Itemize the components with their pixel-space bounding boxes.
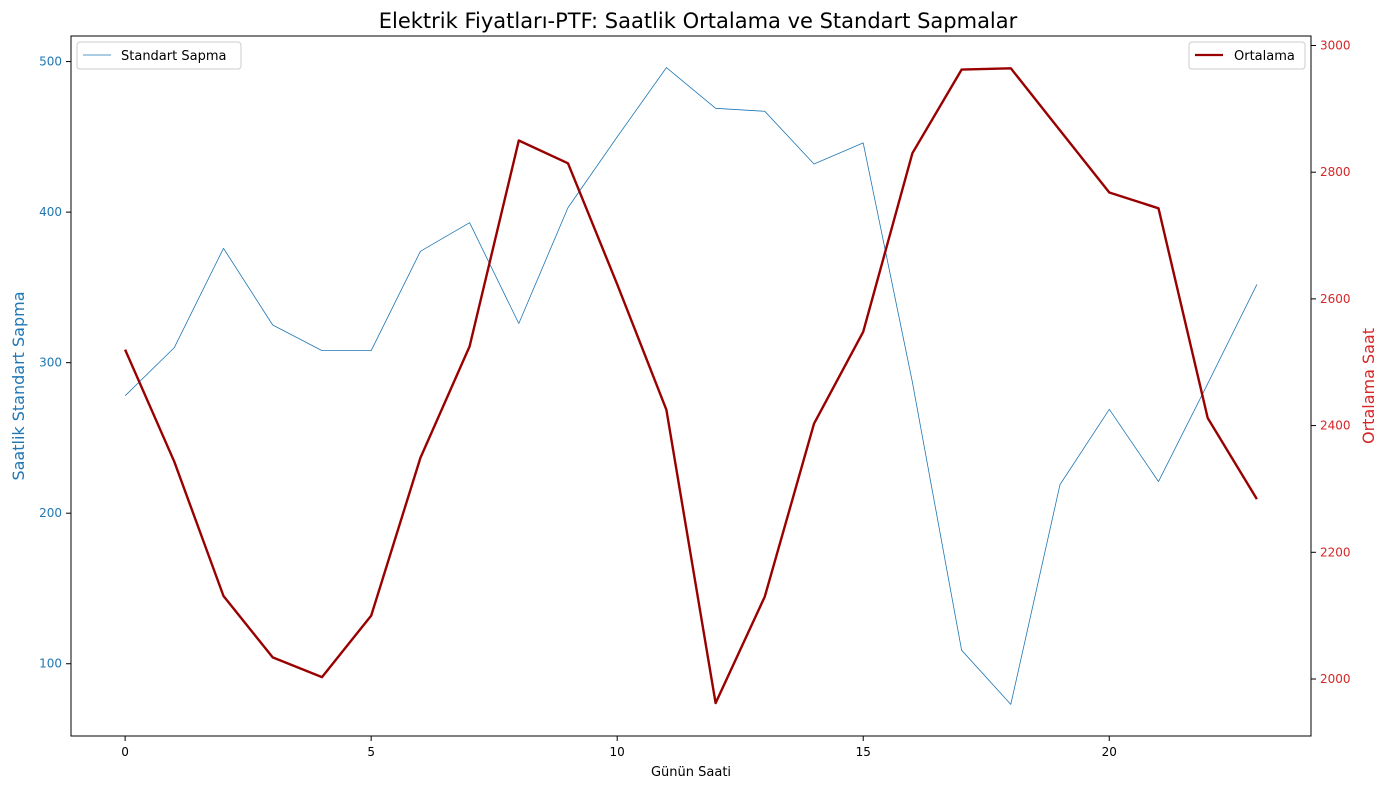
- x-axis-label: Günün Saati: [651, 765, 731, 780]
- series-line-standart-sapma: [124, 67, 1258, 705]
- series-lines: [124, 67, 1258, 705]
- left-y-tick-label: 300: [39, 356, 62, 370]
- left-y-tick-label: 500: [39, 55, 62, 69]
- x-tick-label: 20: [1102, 745, 1117, 759]
- x-tick-label: 15: [856, 745, 871, 759]
- legend-label-standart-sapma: Standart Sapma: [121, 49, 226, 64]
- right-y-tick-label: 3000: [1320, 39, 1351, 53]
- legend-box-left: [76, 41, 242, 70]
- right-y-tick-label: 2600: [1320, 292, 1351, 306]
- series-line-ortalama: [124, 67, 1258, 705]
- left-y-tick-label: 400: [39, 205, 62, 219]
- right-y-tick-label: 2000: [1320, 672, 1351, 686]
- right-y-axis-label: Ortalama Saat: [1359, 328, 1378, 444]
- left-y-tick-label: 200: [39, 506, 62, 520]
- legend-label-ortalama: Ortalama: [1234, 49, 1295, 64]
- x-tick-label: 10: [610, 745, 625, 759]
- legend-box-right: [1188, 41, 1306, 70]
- right-y-axis: 2000 2200 2400 2600 2800 3000: [1311, 39, 1351, 686]
- legend-standart-sapma: Standart Sapma: [76, 41, 242, 70]
- right-y-tick-label: 2800: [1320, 165, 1351, 179]
- legend-ortalama: Ortalama: [1188, 41, 1306, 70]
- x-tick-label: 5: [367, 745, 375, 759]
- x-tick-label: 0: [121, 745, 129, 759]
- left-y-axis-label: Saatlik Standart Sapma: [9, 291, 28, 480]
- chart-title: Elektrik Fiyatları-PTF: Saatlik Ortalama…: [379, 9, 1018, 33]
- right-y-tick-label: 2200: [1320, 545, 1351, 559]
- x-axis: 0 5 10 15 20: [121, 736, 1117, 759]
- left-y-tick-label: 100: [39, 657, 62, 671]
- plot-area: [70, 35, 1312, 737]
- left-y-axis: 100 200 300 400 500: [39, 55, 71, 671]
- right-y-tick-label: 2400: [1320, 419, 1351, 433]
